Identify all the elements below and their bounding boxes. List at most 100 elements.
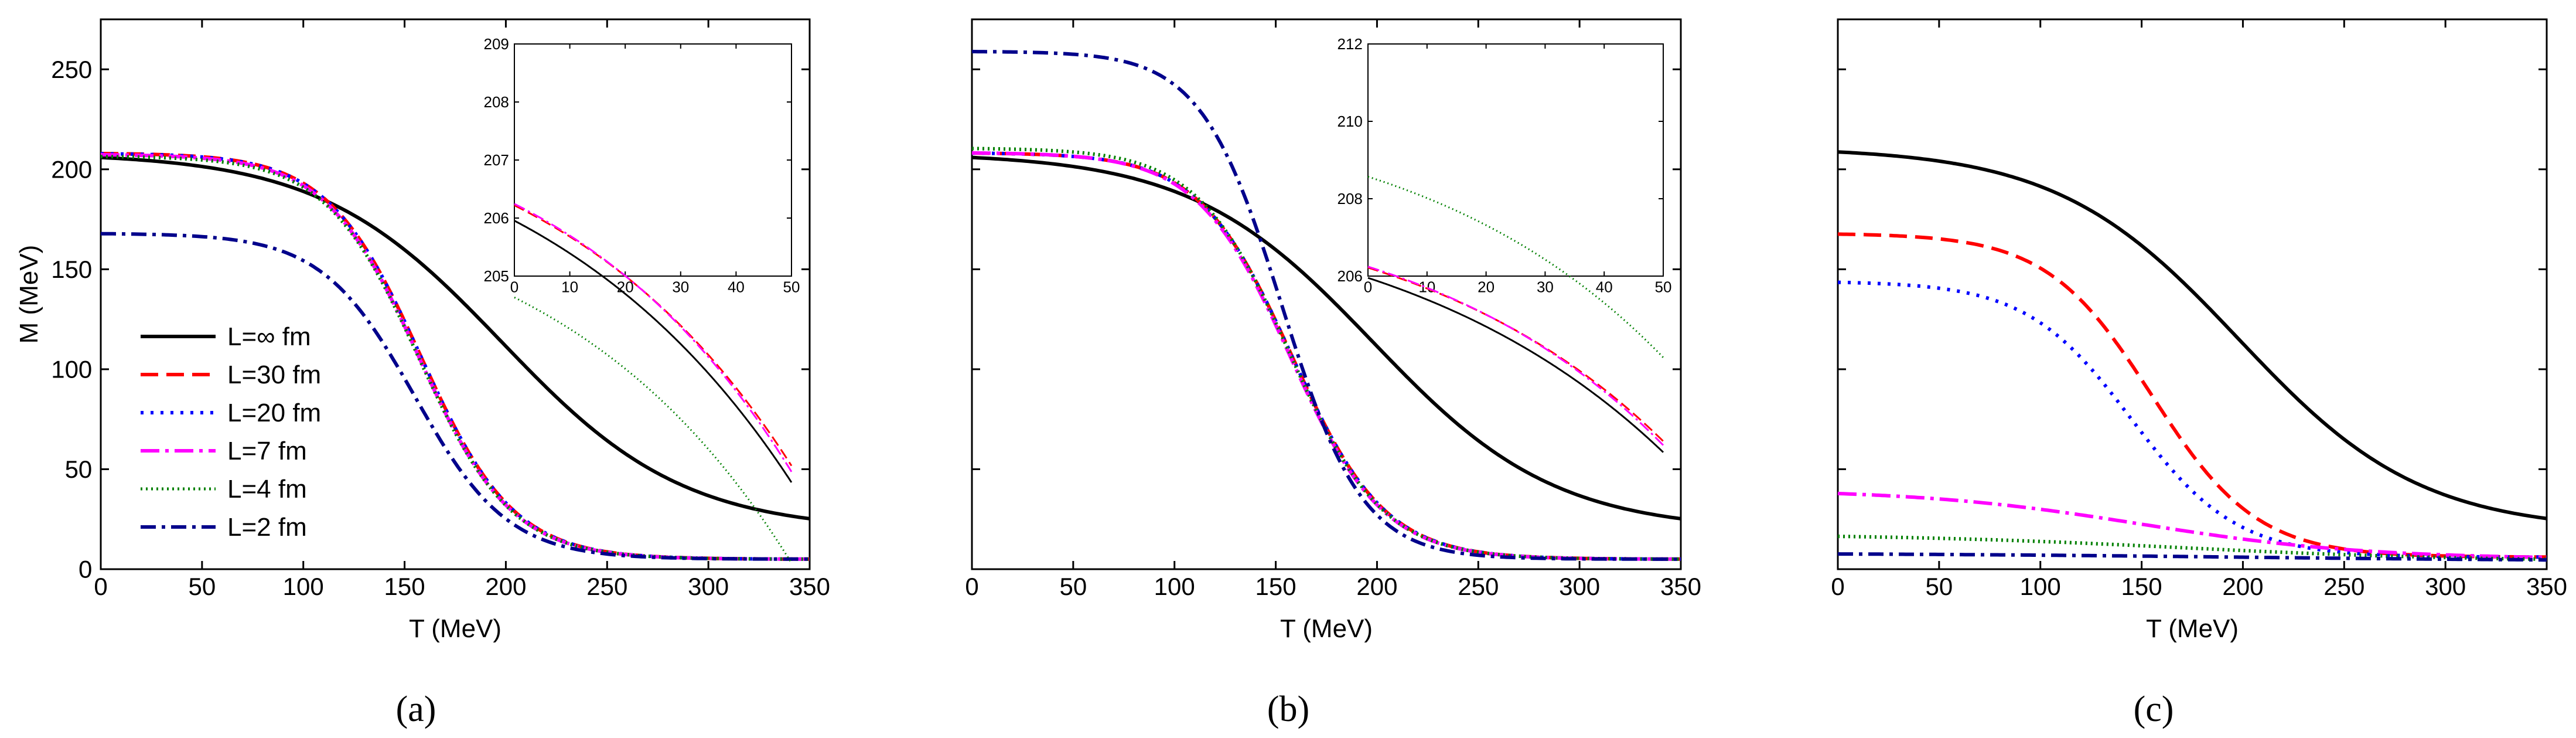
panel-b-xtick-label-6: 300 (1559, 573, 1600, 600)
panel-a-xtick-label-6: 300 (688, 573, 729, 600)
panel-a-caption: (a) (396, 689, 436, 729)
panel-c-xlabel: T (MeV) (2146, 614, 2239, 643)
panel-b-xtick-label-3: 150 (1255, 573, 1296, 600)
panel-a-ytick-label-4: 200 (51, 156, 92, 183)
panel-a-xtick-label-3: 150 (384, 573, 425, 600)
legend-label-1: L=30 fm (227, 361, 321, 389)
panel-c-series-L-2 (1837, 552, 2547, 562)
panel-a-xlabel: T (MeV) (409, 614, 501, 643)
panel-a-inset-ytick-label-4: 209 (484, 35, 509, 53)
panel-b: 0 50 100 150 200 250 300 350 T (MeV) (b) 0 10 20 3… (965, 18, 1701, 729)
panel-c-series-L-30 (1837, 232, 2547, 559)
panel-b-inset-xtick-label-2: 20 (1478, 278, 1495, 295)
panel-c: 0 50 100 150 200 250 300 350 T (MeV) (c) (1831, 18, 2567, 729)
panel-c-xtick-label-7: 350 (2526, 573, 2567, 600)
panel-a-ytick-label-3: 150 (51, 256, 92, 283)
panel-b-inset-frame (1367, 43, 1664, 277)
panel-b-inset-series (1367, 175, 1664, 453)
panel-b-inset-xtick-label-5: 50 (1655, 278, 1672, 295)
panel-b-xtick-label-4: 200 (1356, 573, 1397, 600)
panel-c-xtick-label-4: 200 (2222, 573, 2263, 600)
legend-entry-4: L=4 fm (141, 475, 307, 504)
panel-c-xtick-label-3: 150 (2121, 573, 2162, 600)
panel-a-xtick-label-5: 250 (586, 573, 627, 600)
panel-c-ticks: 0 50 100 150 200 250 300 350 (1831, 19, 2567, 600)
panel-b-inset-ticks: 0 10 20 30 40 50 206 208 210 212 (1338, 35, 1672, 295)
panel-a-inset-series (514, 203, 793, 564)
panel-c-series-L-inf (1837, 150, 2547, 521)
panel-a-frame (100, 18, 811, 570)
panel-b-inset-ytick-label-3: 212 (1338, 35, 1363, 53)
panel-a-xtick-label-7: 350 (789, 573, 830, 600)
panel-b-frame (971, 18, 1682, 570)
panel-b-xtick-label-7: 350 (1660, 573, 1701, 600)
panel-c-xtick-label-6: 300 (2425, 573, 2466, 600)
panel-c-series (1837, 150, 2547, 562)
legend-entry-5: L=2 fm (141, 513, 307, 542)
panel-a-ytick-label-5: 250 (51, 56, 92, 83)
panel-a-inset-ytick-label-2: 207 (484, 151, 509, 169)
panel-b-inset-ytick-label-2: 210 (1338, 113, 1363, 130)
panel-c-xtick-label-0: 0 (1831, 573, 1844, 600)
panel-a-inset-ytick-label-3: 208 (484, 93, 509, 111)
legend-label-4: L=4 fm (227, 475, 307, 504)
legend-entry-3: L=7 fm (141, 437, 307, 465)
panel-a-ylabel: M (MeV) (15, 245, 43, 344)
panel-a-inset-ytick-label-0: 205 (484, 267, 509, 285)
panel-c-xtick-label-5: 250 (2323, 573, 2365, 600)
panel-b-xtick-label-2: 100 (1154, 573, 1195, 600)
panel-b-ticks: 0 50 100 150 200 250 300 350 (965, 19, 1701, 600)
legend-label-3: L=7 fm (227, 437, 307, 465)
panel-a-xtick-label-0: 0 (94, 573, 107, 600)
legend-entry-2: L=20 fm (141, 399, 321, 427)
panel-a-inset-xtick-label-4: 40 (728, 278, 745, 295)
panel-a-xtick-label-2: 100 (283, 573, 324, 600)
panel-a-inset-xtick-label-1: 10 (561, 278, 578, 295)
panel-b-series-L-2 (972, 50, 1681, 561)
panel-b-inset-ytick-label-0: 206 (1338, 267, 1363, 285)
panel-a-xtick-label-4: 200 (485, 573, 526, 600)
panel-a-inset-ytick-label-1: 206 (484, 209, 509, 227)
panel-b-inset-xtick-label-0: 0 (1364, 278, 1372, 295)
panel-a-xtick-label-1: 50 (188, 573, 216, 600)
legend-label-2: L=20 fm (227, 399, 321, 427)
panel-c-frame (1837, 18, 2548, 570)
panel-a-series (100, 151, 810, 561)
panel-c-series-L-4 (1837, 535, 2547, 562)
panel-a-inset-xtick-label-0: 0 (510, 278, 518, 295)
panel-c-series-L-7 (1837, 491, 2547, 559)
panel-a-ytick-label-2: 100 (51, 356, 92, 383)
panel-b-inset-xtick-label-1: 10 (1418, 278, 1435, 295)
panel-b-inset: 0 10 20 30 40 50 206 208 210 212 (1338, 35, 1672, 453)
panel-a-inset-series-L-7 (514, 203, 793, 472)
panel-b-series-L-inf (971, 155, 1681, 521)
panel-b-inset-series-L-7 (1367, 266, 1664, 446)
legend-entry-1: L=30 fm (141, 361, 321, 389)
panel-a-ytick-label-1: 50 (65, 455, 93, 483)
panel-a-series-L-inf (100, 155, 810, 521)
panel-b-xtick-label-5: 250 (1458, 573, 1499, 600)
panel-b-inset-ytick-label-1: 208 (1338, 190, 1363, 208)
panel-a-inset-xtick-label-5: 50 (783, 278, 800, 295)
legend-label-5: L=2 fm (227, 513, 307, 542)
panel-c-xtick-label-1: 50 (1925, 573, 1953, 600)
panel-a-inset-xtick-label-3: 30 (672, 278, 689, 295)
legend-entry-0: L=∞ fm (141, 322, 311, 351)
panel-b-xtick-label-0: 0 (965, 573, 978, 600)
panel-b-xlabel: T (MeV) (1280, 614, 1373, 643)
panel-a-inset-series-L-inf (514, 220, 793, 483)
panel-c-caption: (c) (2134, 689, 2174, 729)
panel-b-series (971, 50, 1681, 561)
panel-b-caption: (b) (1267, 689, 1309, 729)
panel-b-inset-series-L-inf (1367, 277, 1664, 453)
panel-b-inset-xtick-label-3: 30 (1537, 278, 1554, 295)
panel-a-ytick-label-0: 0 (79, 556, 92, 583)
panel-b-xtick-label-1: 50 (1059, 573, 1087, 600)
panel-a-inset-series-L-4 (514, 297, 793, 564)
legend: L=∞ fm L=30 fm L=20 fm L=7 fm L=4 fm L=2… (141, 322, 321, 542)
